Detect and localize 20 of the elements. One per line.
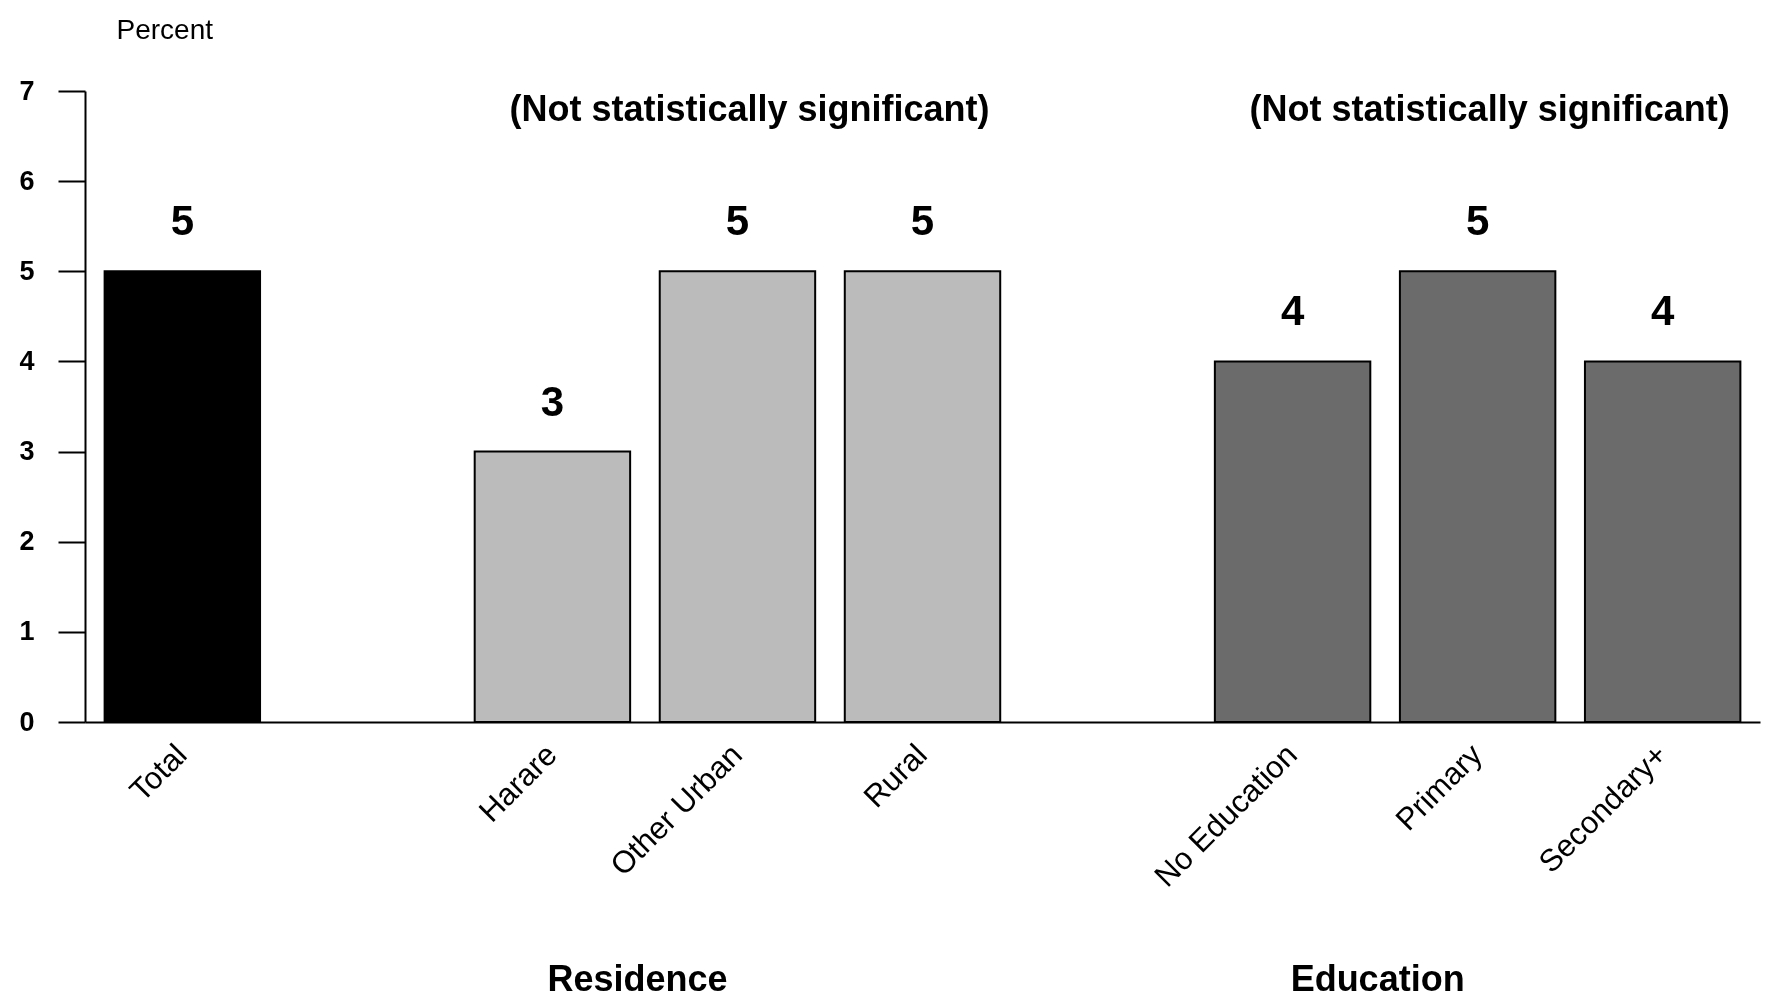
data-label: 5 <box>725 197 750 245</box>
y-tick-label: 7 <box>19 75 35 106</box>
annotation: (Not statistically significant) <box>1249 88 1730 129</box>
y-tick-label: 2 <box>19 526 35 557</box>
y-tick-label: 5 <box>19 255 35 286</box>
y-tick-label: 4 <box>19 345 35 376</box>
data-label: 5 <box>170 197 195 245</box>
y-axis-title: Percent <box>116 13 214 45</box>
data-label: 3 <box>540 377 565 425</box>
text: Education <box>1290 958 1465 998</box>
data-label: 5 <box>1465 197 1490 245</box>
data-label: 4 <box>1280 287 1305 335</box>
annotation: (Not statistically significant) <box>509 88 990 129</box>
y-tick-label: 1 <box>19 616 35 647</box>
data-label: 5 <box>910 197 935 245</box>
text: Residence <box>547 958 728 998</box>
y-tick-label: 3 <box>19 436 35 467</box>
data-label: 4 <box>1650 287 1675 335</box>
y-tick-label: 6 <box>19 165 35 196</box>
y-tick-label: 0 <box>19 706 35 737</box>
